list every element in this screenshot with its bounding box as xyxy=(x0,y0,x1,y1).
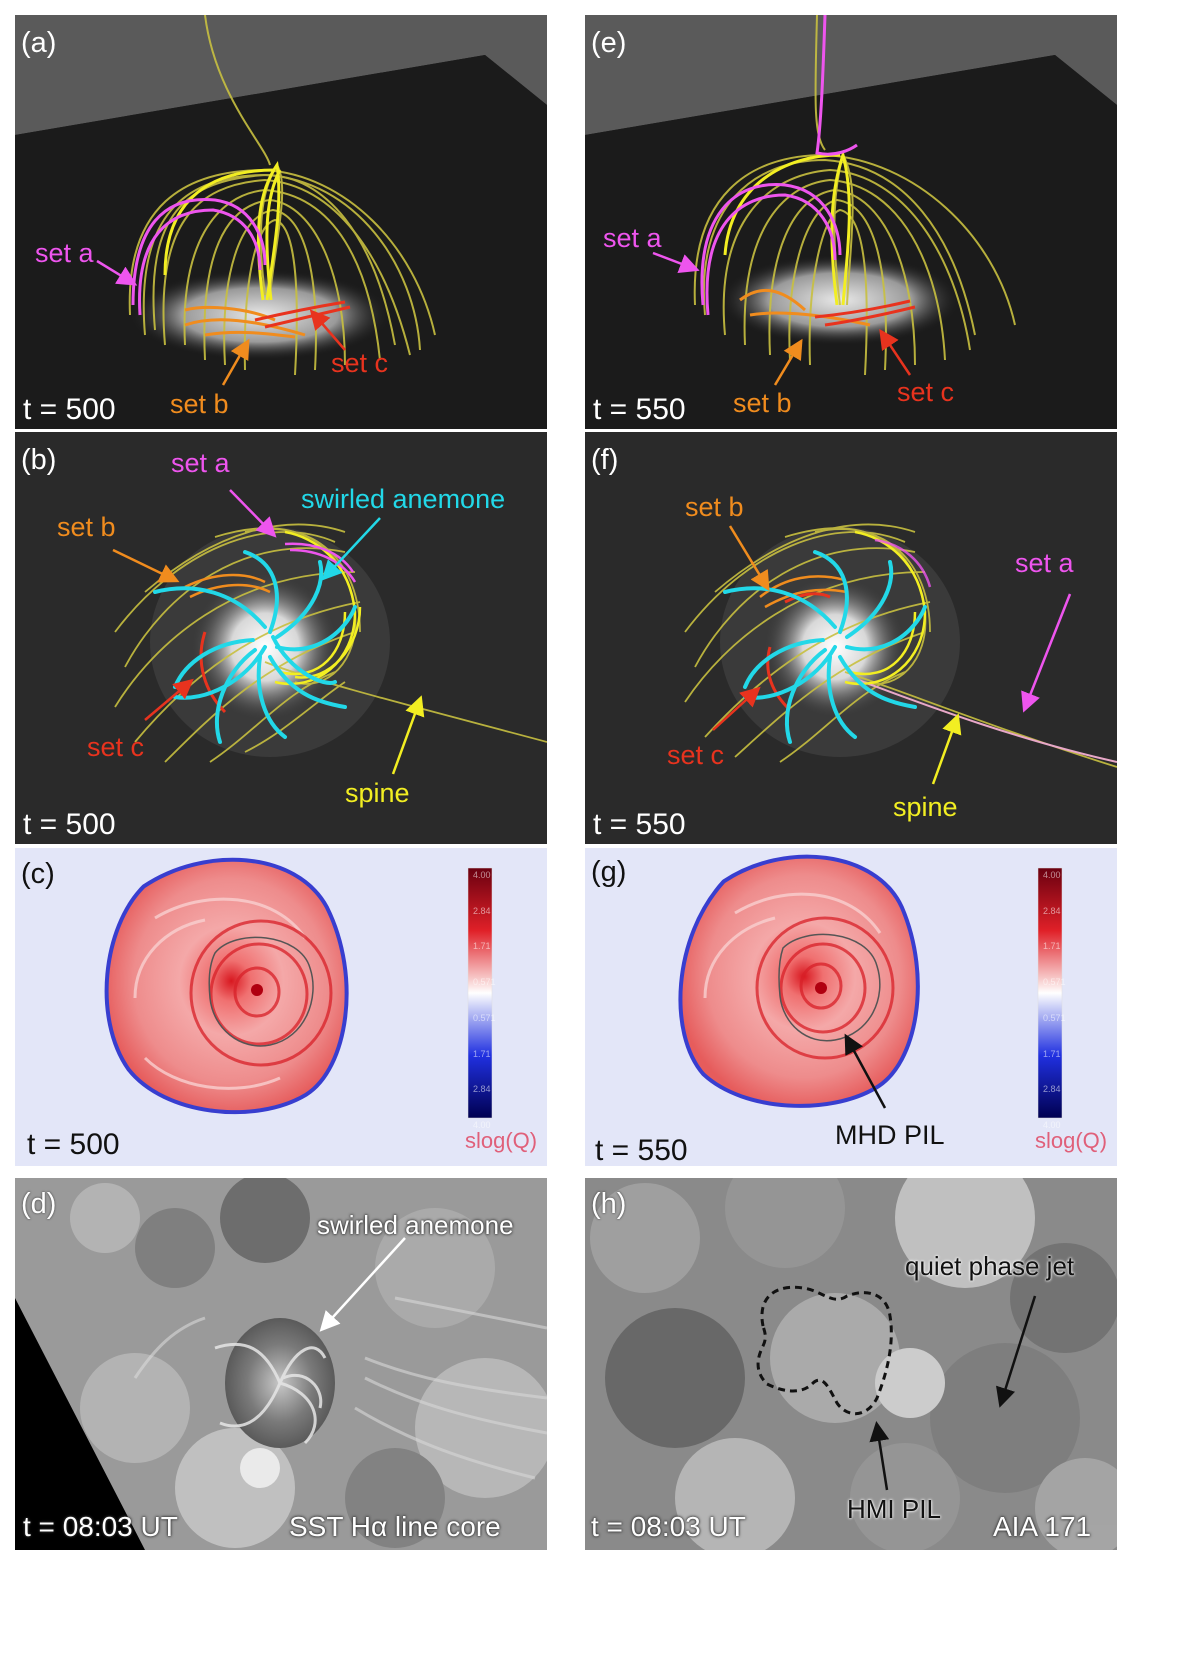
set-b-label: set b xyxy=(57,512,116,542)
panel-a: (a) set a set b set c t = 500 xyxy=(15,15,547,429)
time-label: t = 08:03 UT xyxy=(23,1511,178,1542)
colorbar-tick: 1.71 xyxy=(473,1048,491,1059)
time-label: t = 550 xyxy=(593,808,686,841)
jet-label: quiet phase jet xyxy=(905,1251,1075,1281)
time-label: t = 500 xyxy=(23,808,116,841)
set-a-arrow xyxy=(652,251,700,274)
spine-arrow xyxy=(931,713,962,785)
swirl-label: swirled anemone xyxy=(301,484,506,514)
pil-label: HMI PIL xyxy=(847,1494,941,1524)
swirl-arrow xyxy=(321,517,381,581)
colorbar-tick: 0.571 xyxy=(1043,977,1066,988)
panel-c: 4.00 2.84 1.71 0.571 0.571 1.71 2.84 4.00 (c) s… xyxy=(15,848,547,1166)
panel-e: (e) set a set b set c t = 550 xyxy=(585,15,1117,429)
set-c-arrow xyxy=(144,678,194,721)
colorbar-tick: 2.84 xyxy=(473,1084,491,1095)
set-b-label: set b xyxy=(685,492,744,522)
set-c-label: set c xyxy=(667,740,725,770)
colorbar-tick: 1.71 xyxy=(473,941,491,952)
colorbar-ticks: 4.00 2.84 1.71 0.571 0.571 1.71 2.84 4.00 xyxy=(473,862,537,1130)
instrument-label: AIA 171 xyxy=(993,1511,1092,1542)
swirl-arrow xyxy=(319,1237,406,1332)
set-c-arrow xyxy=(309,309,346,351)
set-c-label: set c xyxy=(897,377,955,407)
set-b-arrow xyxy=(221,338,250,386)
colorbar-tick: 4.00 xyxy=(1043,1120,1061,1130)
set-c-label: set c xyxy=(331,348,389,378)
set-a-label: set a xyxy=(1015,548,1074,578)
swirl-label: swirled anemone xyxy=(317,1210,514,1240)
time-label: t = 08:03 UT xyxy=(591,1511,746,1542)
colorbar-tick: 0.571 xyxy=(473,1012,496,1023)
panel-label: (a) xyxy=(21,27,57,59)
time-label: t = 500 xyxy=(27,1128,120,1161)
panel-b-render xyxy=(112,489,547,775)
panel-g-render xyxy=(678,854,1063,1119)
panel-b: (b) set a swirled anemone set b set c sp… xyxy=(15,432,547,844)
colorbar-tick: 0.571 xyxy=(1043,1012,1066,1023)
colorbar-tick: 0.571 xyxy=(473,977,496,988)
colorbar-tick: 1.71 xyxy=(1043,941,1061,952)
panel-f: (f) set b set a set c spine t = 550 xyxy=(585,432,1117,844)
set-a-label: set a xyxy=(171,448,230,478)
panel-a-render xyxy=(15,15,547,429)
panel-label: (c) xyxy=(21,858,55,890)
panel-label: (e) xyxy=(591,27,627,59)
spine-label: spine xyxy=(345,778,410,808)
set-a-arrow xyxy=(1021,593,1072,713)
colorbar-tick: 1.71 xyxy=(1043,1048,1061,1059)
pil-arrow xyxy=(844,1033,887,1109)
instrument-label: SST Hα line core xyxy=(289,1511,501,1542)
colorbar-tick: 2.84 xyxy=(1043,1084,1061,1095)
set-a-arrow xyxy=(96,259,138,286)
panel-label: (h) xyxy=(591,1188,627,1220)
panel-label: (b) xyxy=(21,444,57,476)
set-a-label: set a xyxy=(35,238,94,268)
colorbar-tick: 4.00 xyxy=(473,1120,491,1130)
panel-h-render xyxy=(590,1178,1117,1550)
set-a-label: set a xyxy=(603,223,662,253)
set-c-label: set c xyxy=(87,732,145,762)
colorbar-tick: 2.84 xyxy=(473,905,491,916)
panel-d-render xyxy=(15,1178,547,1550)
set-b-label: set b xyxy=(733,388,792,418)
panel-c-render xyxy=(104,857,493,1119)
panel-label: (f) xyxy=(591,444,619,476)
set-b-label: set b xyxy=(170,389,229,419)
time-label: t = 500 xyxy=(23,393,116,426)
panel-d: (d) swirled anemone t = 08:03 UT SST Hα … xyxy=(15,1178,547,1550)
colorbar-label: slog(Q) xyxy=(465,1128,538,1153)
panel-label: (g) xyxy=(591,856,627,888)
set-b-arrow xyxy=(112,548,180,583)
pil-label: MHD PIL xyxy=(835,1120,945,1150)
colorbar-tick: 2.84 xyxy=(1043,905,1061,916)
set-a-arrow xyxy=(229,489,277,538)
pil-arrow xyxy=(869,1421,890,1491)
set-c-arrow xyxy=(879,328,912,376)
panel-label: (d) xyxy=(21,1188,57,1220)
colorbar-label: slog(Q) xyxy=(1035,1128,1108,1153)
colorbar-tick: 4.00 xyxy=(1043,870,1061,880)
time-label: t = 550 xyxy=(595,1134,688,1166)
panel-g: 4.00 2.84 1.71 0.571 0.571 1.71 2.84 4.00 (g) M… xyxy=(585,848,1117,1166)
jet-arrow xyxy=(996,1295,1037,1408)
spine-arrow xyxy=(391,695,425,775)
panel-e-render xyxy=(585,15,1117,429)
colorbar-ticks: 4.00 2.84 1.71 0.571 0.571 1.71 2.84 4.00 xyxy=(1043,862,1107,1130)
set-b-arrow xyxy=(728,525,770,592)
spine-label: spine xyxy=(893,792,958,822)
time-label: t = 550 xyxy=(593,393,686,426)
set-c-arrow xyxy=(712,686,761,731)
set-b-arrow xyxy=(773,338,803,386)
colorbar-tick: 4.00 xyxy=(473,870,491,880)
panel-h: (h) quiet phase jet HMI PIL t = 08:03 UT… xyxy=(585,1178,1117,1550)
panel-f-render xyxy=(684,523,1117,785)
